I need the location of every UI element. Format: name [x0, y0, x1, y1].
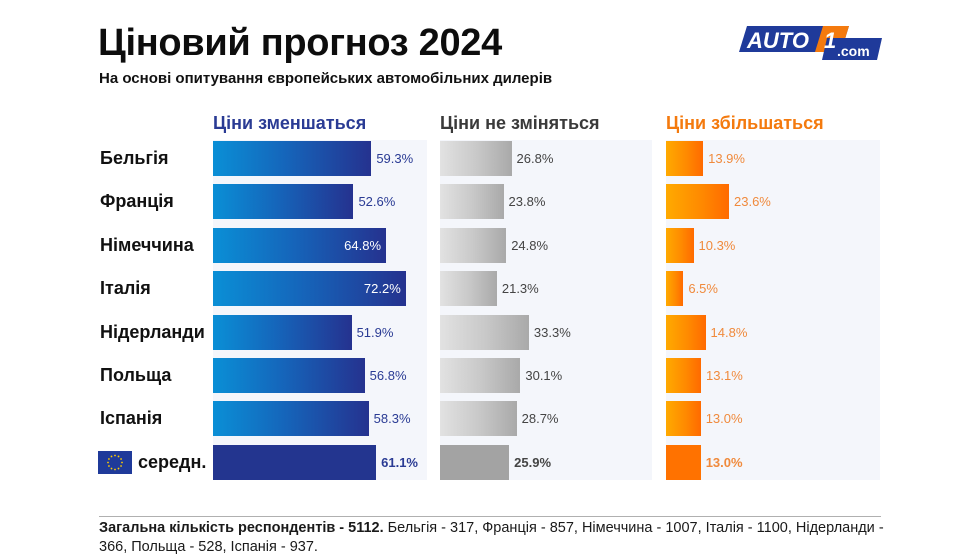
- data-label-unchanged: 26.8%: [516, 151, 554, 166]
- page-subtitle: На основі опитування європейських автомо…: [99, 70, 553, 87]
- data-label-increase: 13.1%: [705, 368, 743, 383]
- bar-decrease: [213, 141, 372, 176]
- logo-domain-block: [822, 38, 882, 60]
- bar-increase: [666, 271, 684, 307]
- footnote-breakdown: Бельгія - 317, Франція - 857, Німеччина …: [99, 520, 884, 555]
- page-title: Ціновий прогноз 2024: [98, 22, 502, 64]
- bar-unchanged: [440, 227, 507, 263]
- eu-star: [108, 458, 110, 460]
- data-label-decrease: 72.2%: [363, 281, 401, 297]
- data-label-unchanged: 23.8%: [508, 194, 546, 210]
- footnote-divider: [99, 516, 881, 517]
- auto1-logo: AUTO 1 .com: [739, 26, 882, 60]
- eu-star: [117, 455, 120, 458]
- row-label-country: Німеччина: [100, 234, 194, 255]
- bar-unchanged: [440, 401, 517, 437]
- data-label-decrease: 59.3%: [376, 151, 414, 166]
- bar-increase-average: [666, 444, 701, 480]
- data-label-increase: 14.8%: [710, 324, 748, 340]
- row-label-country: Бельгія: [100, 148, 169, 168]
- data-label-decrease: 52.6%: [358, 194, 396, 210]
- bar-decrease: [213, 227, 387, 263]
- bar-unchanged: [440, 141, 512, 176]
- logo-digit: 1: [824, 28, 836, 53]
- bar-increase: [666, 314, 706, 350]
- bar-unchanged: [440, 184, 504, 220]
- data-label-decrease: 51.9%: [356, 324, 394, 340]
- eu-star: [107, 461, 109, 464]
- data-label-increase: 23.6%: [734, 194, 771, 210]
- data-label-decrease: 56.8%: [369, 368, 407, 383]
- bar-decrease: [213, 184, 354, 220]
- data-label-unchanged: 21.3%: [501, 281, 539, 297]
- eu-star: [120, 458, 122, 460]
- row-label-country: Іспанія: [100, 408, 163, 429]
- legend-header-unchanged: Ціни не зміняться: [440, 113, 600, 133]
- data-label-decrease: 61.1%: [381, 454, 418, 470]
- eu-flag-icon: [98, 451, 132, 474]
- eu-star: [110, 455, 113, 458]
- data-label-unchanged: 24.8%: [511, 237, 549, 253]
- eu-star: [110, 467, 113, 470]
- footnote-total: Загальна кількість респондентів - 5112.: [99, 520, 384, 536]
- bar-unchanged: [440, 271, 497, 307]
- row-label-average: середн.: [138, 451, 207, 472]
- data-label-unchanged: 28.7%: [521, 411, 559, 427]
- bar-unchanged: [440, 358, 521, 393]
- eu-star: [117, 467, 120, 470]
- bar-unchanged-average: [440, 444, 510, 480]
- data-label-decrease: 58.3%: [373, 411, 411, 427]
- data-label-increase: 6.5%: [688, 281, 718, 297]
- logo-domain: .com: [837, 43, 870, 59]
- bar-increase: [666, 227, 694, 263]
- logo-text: AUTO: [746, 28, 809, 53]
- bar-increase: [666, 141, 704, 176]
- data-label-unchanged: 30.1%: [525, 368, 563, 383]
- data-label-increase: 13.0%: [705, 454, 743, 470]
- bar-decrease-average: [213, 444, 377, 480]
- bar-decrease: [213, 358, 365, 393]
- bar-increase: [666, 358, 701, 393]
- bar-increase: [666, 184, 729, 220]
- bar-decrease: [213, 271, 406, 307]
- eu-star: [114, 454, 116, 457]
- data-label-unchanged: 25.9%: [514, 454, 552, 470]
- bar-decrease: [213, 401, 369, 437]
- data-label-decrease: 64.8%: [344, 237, 382, 253]
- data-label-unchanged: 33.3%: [533, 324, 571, 340]
- footnote: Загальна кількість респондентів - 5112. …: [99, 519, 889, 557]
- row-label-country: Нідерланди: [100, 321, 205, 342]
- row-label-country: Франція: [100, 191, 174, 212]
- data-label-increase: 13.0%: [705, 411, 743, 427]
- bar-increase: [666, 401, 701, 437]
- row-label-country: Італія: [100, 278, 151, 299]
- eu-star: [114, 468, 116, 471]
- bar-unchanged: [440, 314, 529, 350]
- eu-star: [120, 465, 122, 467]
- bar-decrease: [213, 314, 352, 350]
- data-label-increase: 13.9%: [708, 151, 745, 166]
- eu-star: [121, 461, 123, 464]
- legend-header-decrease: Ціни зменшаться: [213, 113, 367, 133]
- eu-star: [108, 465, 110, 467]
- row-label-country: Польща: [100, 365, 172, 385]
- legend-header-increase: Ціни збільшаться: [666, 113, 824, 133]
- data-label-increase: 10.3%: [698, 237, 736, 253]
